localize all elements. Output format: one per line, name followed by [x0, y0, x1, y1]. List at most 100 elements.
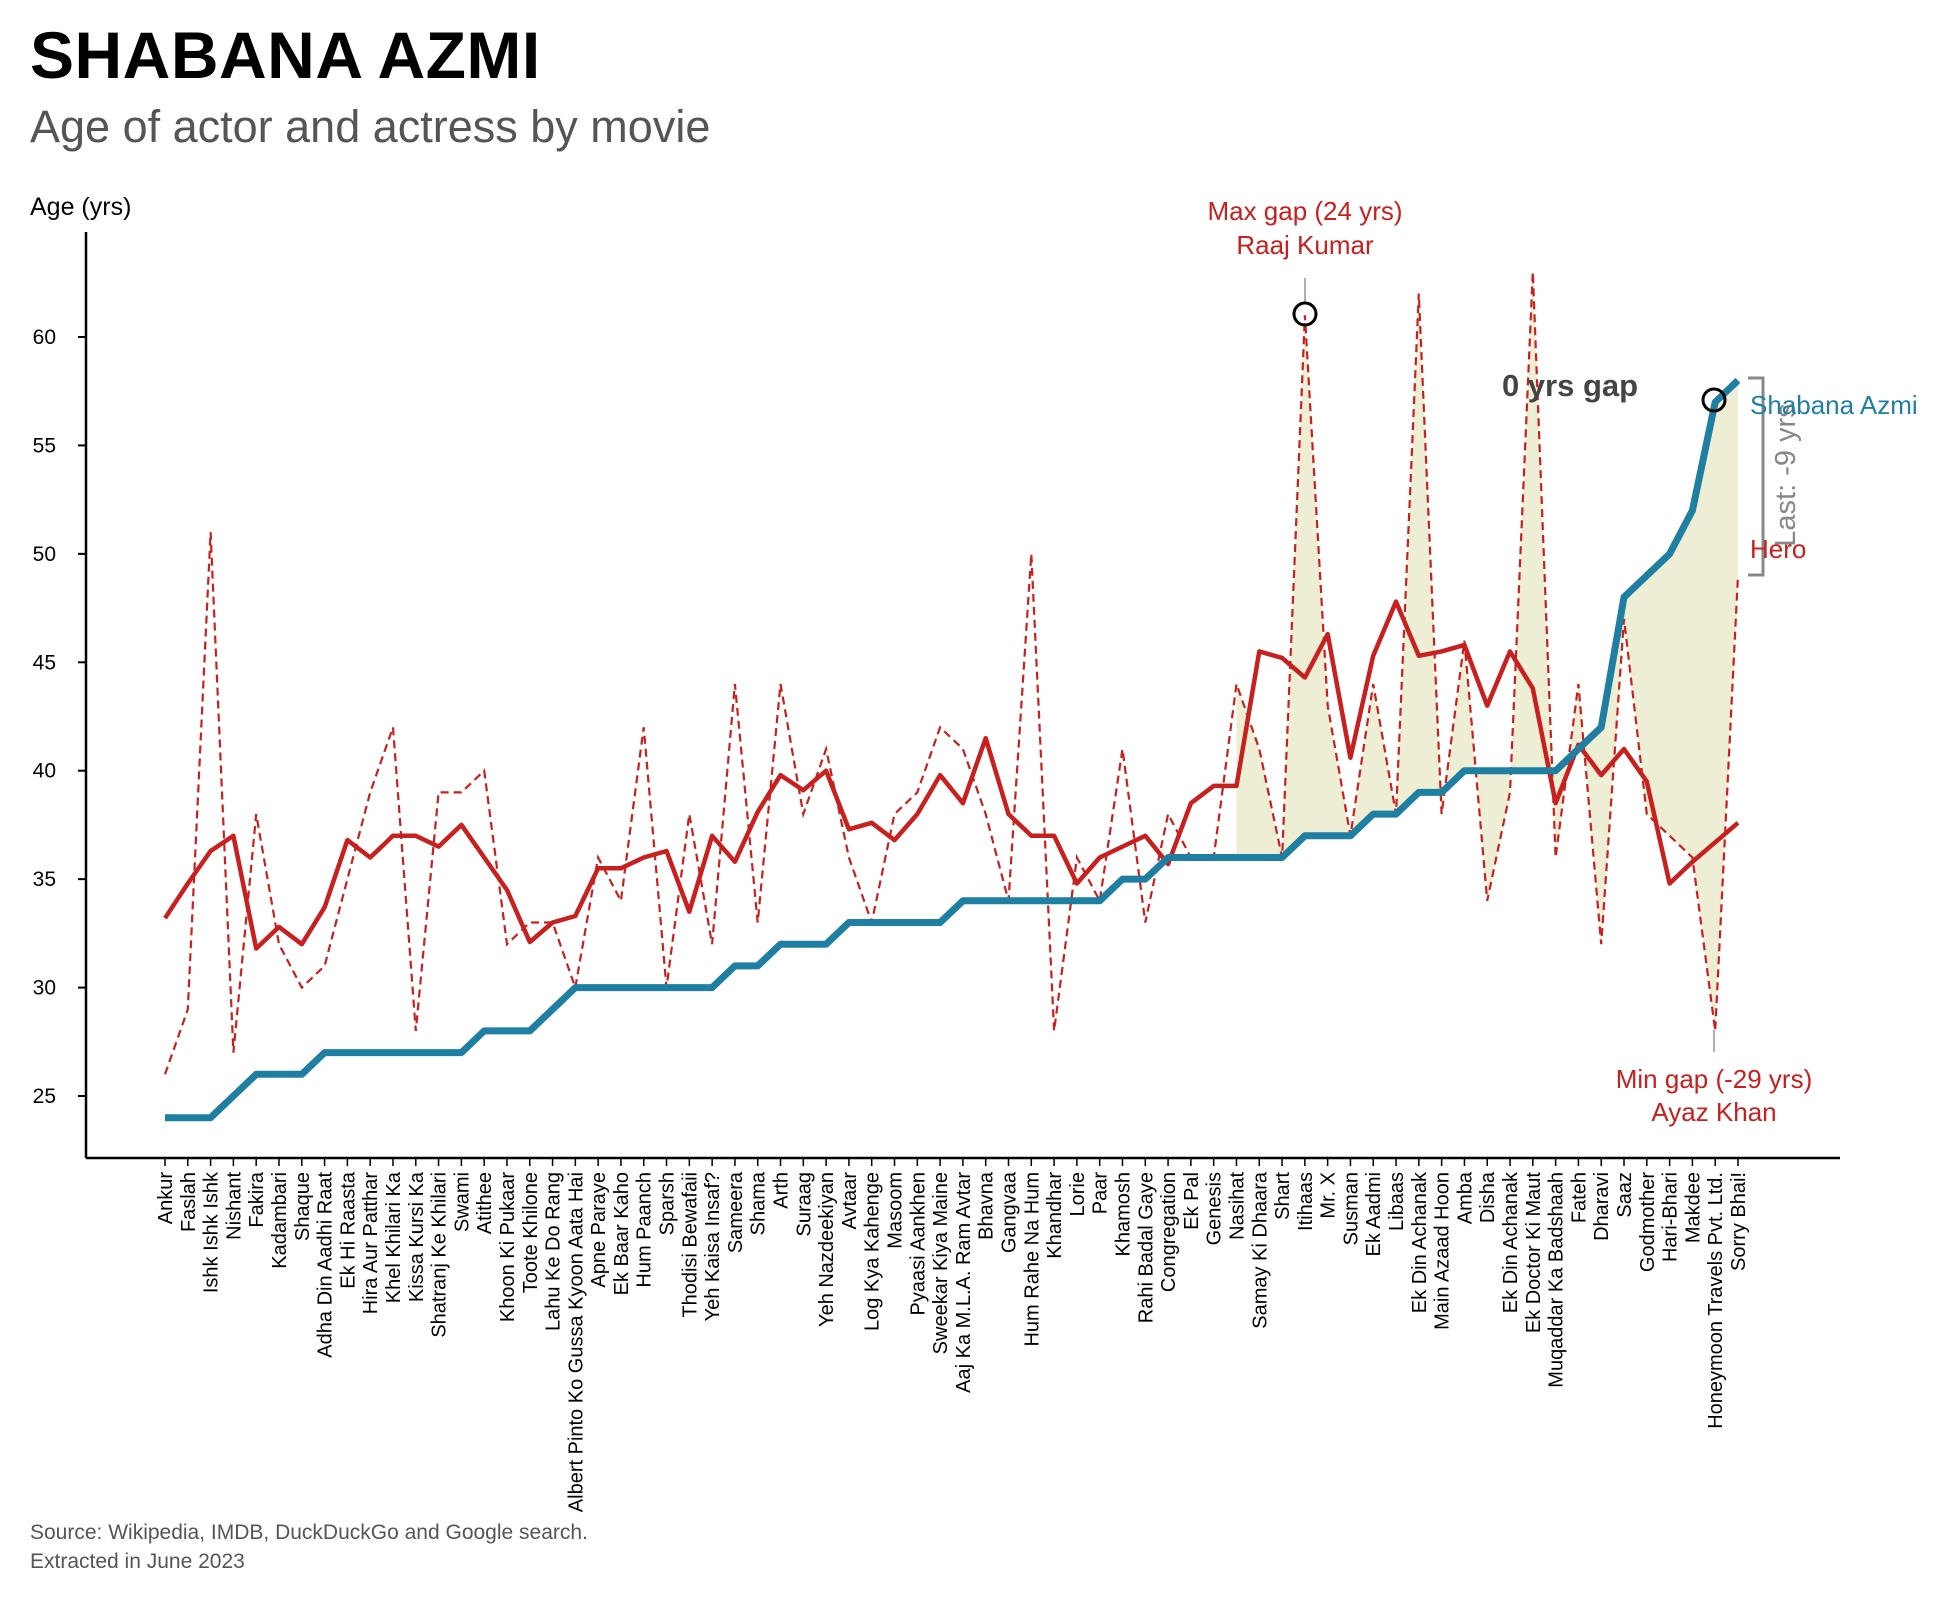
x-tick-label: Godmother — [1637, 1172, 1659, 1272]
source-line-1: Source: Wikipedia, IMDB, DuckDuckGo and … — [30, 1521, 588, 1544]
x-tick-label: Yeh Kaisa Insaf? — [702, 1172, 724, 1321]
x-tick-label: Shatranj Ke Khilari — [429, 1172, 451, 1338]
x-tick-label: Sorry Bhai! — [1728, 1172, 1750, 1271]
x-tick-label: Ek Baar Kaho — [611, 1172, 633, 1295]
x-tick-label: Khandhar — [1044, 1172, 1066, 1259]
x-tick-label: Nishant — [223, 1172, 245, 1240]
y-ticks-layer: 25 30 35 40 45 50 55 60 — [33, 326, 86, 1108]
y-tick-label: 25 — [33, 1085, 56, 1108]
x-tick-label: Apne Paraye — [588, 1172, 610, 1288]
x-tick-label: Faslah — [178, 1172, 200, 1232]
zero-gap-marker — [1701, 387, 1727, 413]
last-gap-label: Last: -9 yrs — [1770, 403, 1802, 546]
x-tick-label: Yeh Nazdeekiyan — [816, 1172, 838, 1327]
gap-fill-segment — [1487, 770, 1511, 901]
x-tick-label: Itihaas — [1295, 1172, 1317, 1231]
source-note: Source: Wikipedia, IMDB, DuckDuckGo and … — [30, 1518, 588, 1576]
x-tick-label: Atithee — [474, 1172, 496, 1234]
legend-hero-label: Hero — [1750, 534, 1806, 564]
x-tick-label: Gangvaa — [998, 1171, 1020, 1253]
y-axis-title: Age (yrs) — [30, 193, 131, 221]
x-tick-label: Amba — [1454, 1171, 1476, 1224]
gap-fill-segment — [1327, 705, 1351, 836]
hero-age-line — [163, 599, 1740, 951]
x-tick-label: Lahu Ke Do Rang — [543, 1172, 565, 1331]
x-tick-label: Khel Khilari Ka — [383, 1171, 405, 1303]
x-tick-label: Ankur — [155, 1172, 177, 1225]
y-tick-label: 45 — [33, 651, 56, 674]
x-tick-label: Hum Rahe Na Hum — [1021, 1172, 1043, 1347]
x-ticks-layer: Ankur Faslah Ishk Ishk Ishk Nishant Fakira Ka… — [155, 1158, 1750, 1512]
x-tick-label: Ek Hi Raasta — [337, 1171, 359, 1289]
x-tick-label: Hari-Bhari — [1660, 1172, 1682, 1262]
min-gap-title: Min gap (-29 yrs) — [1616, 1064, 1813, 1094]
x-tick-label: Muqaddar Ka Badshaah — [1546, 1172, 1568, 1388]
x-tick-label: Fakira — [246, 1171, 268, 1227]
x-tick-label: Log Kya Kahenge — [862, 1172, 884, 1331]
x-tick-label: Main Azaad Hoon — [1432, 1172, 1454, 1330]
x-tick-label: Hum Paanch — [634, 1172, 656, 1288]
max-gap-actor: Raaj Kumar — [1236, 230, 1374, 260]
gap-fill-segment — [1692, 402, 1716, 1031]
series-layer — [163, 271, 1741, 1122]
x-tick-label: Congregation — [1158, 1172, 1180, 1292]
x-tick-label: Sameera — [725, 1171, 747, 1253]
gap-fill-segment — [1715, 380, 1738, 1031]
gap-fill-segment — [1624, 575, 1647, 815]
gap-fill-segment — [1510, 271, 1533, 793]
y-tick-label: 60 — [33, 326, 56, 349]
x-tick-label: Suraag — [793, 1172, 815, 1237]
x-tick-label: Arth — [771, 1172, 793, 1209]
legend-actress-label: Shabana Azmi — [1750, 390, 1918, 420]
min-gap-actor: Ayaz Khan — [1651, 1097, 1776, 1127]
x-tick-label: Khoon Ki Pukaar — [497, 1172, 519, 1322]
x-tick-label: Kadambari — [269, 1172, 291, 1269]
x-tick-label: Dharavi — [1591, 1172, 1613, 1241]
x-tick-label: Masoom — [885, 1172, 907, 1249]
x-tick-label: Khamosh — [1112, 1172, 1134, 1257]
page-title: SHABANA AZMI — [30, 18, 541, 92]
x-tick-label: Rahi Badal Gaye — [1135, 1172, 1157, 1323]
gap-fill-segment — [1304, 315, 1328, 836]
x-tick-label: Aaj Ka M.L.A. Ram Avtar — [953, 1172, 975, 1393]
x-tick-label: Adha Din Aadhi Raat — [315, 1172, 337, 1358]
x-tick-label: Paar — [1090, 1172, 1112, 1215]
x-tick-label: Ishk Ishk Ishk — [201, 1171, 223, 1293]
x-tick-label: Disha — [1477, 1171, 1499, 1223]
x-tick-label: Samay Ki Dhaara — [1249, 1171, 1271, 1329]
x-tick-label: Nasihat — [1226, 1172, 1248, 1240]
x-tick-label: Thodisi Bewafaii — [679, 1172, 701, 1318]
y-tick-label: 55 — [33, 434, 56, 457]
x-tick-label: Makdee — [1682, 1172, 1704, 1243]
x-tick-label: Ek Din Achanak — [1500, 1171, 1522, 1313]
y-tick-label: 40 — [33, 760, 56, 783]
source-line-2: Extracted in June 2023 — [30, 1550, 245, 1573]
x-tick-label: Bhavna — [976, 1171, 998, 1240]
x-tick-label: Susman — [1340, 1172, 1362, 1245]
x-tick-label: Toote Khilone — [520, 1172, 542, 1293]
x-tick-label: Shaque — [292, 1172, 314, 1241]
gap-fill-segment — [1669, 510, 1693, 858]
x-tick-label: Pyaasi Aankhen — [907, 1172, 929, 1315]
x-tick-label: Avtaar — [839, 1172, 861, 1230]
axes-layer: Age (yrs) — [30, 193, 1840, 1160]
x-tick-label: Ek Din Achanak — [1409, 1171, 1431, 1313]
actress-age-line — [165, 377, 1741, 1122]
last-gap-bracket — [1748, 376, 1765, 577]
gap-fill-layer — [1236, 271, 1738, 1031]
gap-fill-segment — [1646, 553, 1670, 836]
zero-gap-label: 0 yrs gap — [1502, 368, 1638, 403]
x-tick-label: Libaas — [1386, 1172, 1408, 1231]
max-gap-marker — [1292, 301, 1318, 327]
max-gap-title: Max gap (24 yrs) — [1207, 196, 1402, 226]
x-tick-label: Sweekar Kiya Maine — [930, 1172, 952, 1354]
y-tick-label: 35 — [33, 868, 56, 891]
x-tick-label: Shart — [1272, 1172, 1294, 1220]
x-tick-label: Saaz — [1614, 1172, 1636, 1218]
x-tick-label: Mr. X — [1318, 1172, 1340, 1219]
page-subtitle: Age of actor and actress by movie — [30, 101, 711, 152]
x-tick-label: Hira Aur Patthar — [360, 1172, 382, 1315]
x-tick-label: Lorie — [1067, 1172, 1089, 1216]
y-tick-label: 30 — [33, 977, 56, 1000]
